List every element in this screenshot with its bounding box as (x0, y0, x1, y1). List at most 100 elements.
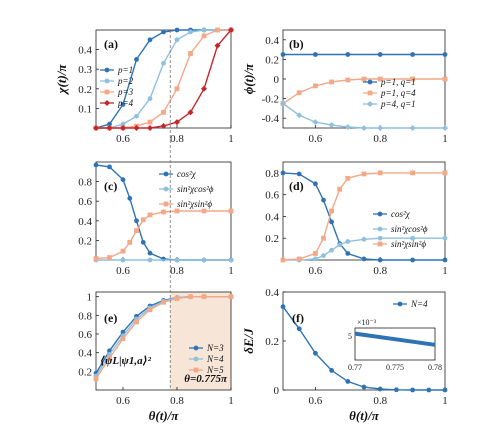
legend-label: p=3 (117, 87, 134, 97)
inset-x-tick-label: 0.77 (348, 363, 362, 372)
legend-marker (104, 89, 110, 95)
data-point (140, 217, 146, 223)
x-tick-label: 0.6 (309, 133, 323, 145)
legend-label: cos²χ (177, 169, 197, 179)
data-point (410, 235, 415, 241)
y-tick-label: 0.1 (78, 103, 92, 115)
legend-marker (163, 201, 169, 207)
data-point (120, 102, 126, 107)
legend-marker (193, 367, 199, 373)
y-tick-label: 0.6 (265, 190, 279, 202)
y-tick-label: 0.6 (78, 196, 92, 208)
data-point (174, 86, 180, 92)
x-tick-label: 1 (442, 395, 448, 407)
data-point (313, 350, 318, 356)
data-point (174, 257, 180, 263)
data-point (321, 235, 326, 241)
data-point (228, 257, 234, 263)
data-point (201, 33, 207, 39)
legend-label: N=5 (206, 365, 224, 375)
data-point (377, 386, 383, 392)
legend-marker (377, 226, 383, 232)
data-point (442, 170, 448, 176)
data-point (161, 299, 166, 305)
data-point (140, 239, 146, 245)
data-point (134, 57, 139, 62)
legend: cos²χ sin²χcos²ϕ sin²χsin²ϕ (159, 169, 214, 209)
y-tick-label: 0.4 (265, 287, 279, 299)
data-point (160, 123, 167, 130)
data-point (345, 239, 351, 244)
legend-label: sin²χcos²ϕ (177, 184, 214, 194)
data-point (201, 294, 207, 300)
inset-y-tick-label: 5 (348, 332, 352, 341)
legend-marker (367, 90, 373, 96)
data-point (174, 37, 180, 43)
legend-marker (397, 301, 403, 307)
data-point (147, 212, 153, 218)
legend-marker (104, 100, 110, 106)
data-point (201, 27, 207, 33)
legend-label: N=3 (206, 343, 224, 353)
data-point (345, 77, 351, 83)
y-tick-label: 0.4 (78, 348, 92, 360)
legend-marker (193, 345, 199, 351)
data-point (127, 195, 133, 201)
data-point (134, 319, 139, 325)
data-point (337, 186, 343, 192)
data-point (201, 85, 207, 92)
data-point (147, 257, 153, 263)
data-point (187, 109, 194, 116)
y-tick-label: 1 (87, 292, 93, 304)
data-point (329, 79, 334, 85)
x-tick-label: 1 (228, 265, 234, 277)
data-point (174, 119, 180, 126)
data-point (329, 219, 334, 225)
data-point (161, 209, 166, 215)
theta-annotation: θ=0.775π (184, 373, 228, 385)
data-point (409, 125, 416, 131)
data-point (313, 83, 318, 89)
x-tick-label: 0.6 (309, 395, 323, 407)
data-point (201, 257, 207, 263)
series-line (95, 296, 231, 380)
y-tick-label: 0.2 (265, 233, 279, 245)
legend-label: p=1, q=4 (380, 88, 416, 98)
legend-marker (367, 101, 373, 107)
x-tick-label: 0.8 (170, 265, 184, 277)
legend: cos²χ sin²χcos²ϕ sin²χsin²ϕ (373, 209, 428, 249)
y-tick-label: 0.4 (265, 211, 279, 223)
inset-series-line (354, 331, 436, 347)
data-point (321, 197, 326, 203)
data-point (296, 90, 302, 96)
y-axis-label: δE/J (241, 328, 256, 354)
data-point (147, 250, 153, 256)
in-plot-label: ⟨ψL|ψ1,a⟩² (100, 355, 152, 367)
data-point (215, 27, 220, 33)
data-point (93, 376, 99, 382)
legend-label: p=4 (117, 98, 134, 108)
inset: 0.77 0.775 0.78 5 ×10⁻³ (348, 318, 442, 372)
data-point (120, 248, 126, 254)
data-point (296, 171, 302, 177)
data-point (147, 96, 153, 101)
data-point (228, 294, 234, 300)
data-point (329, 368, 334, 373)
data-point (328, 122, 335, 129)
x-tick-label: 0.6 (116, 395, 130, 407)
data-point (107, 164, 112, 170)
data-point (134, 113, 139, 119)
data-point (344, 124, 351, 131)
legend-label: sin²χsin²ϕ (391, 239, 426, 249)
x-tick-label: 0.8 (373, 395, 387, 407)
data-point (161, 60, 166, 66)
data-point (188, 29, 193, 35)
panel-label: (a) (104, 37, 118, 51)
legend-label: sin²χsin²ϕ (177, 199, 212, 209)
y-tick-label: 0.8 (78, 310, 92, 322)
y-tick-label: 0.2 (265, 54, 279, 66)
data-point (345, 251, 351, 256)
legend-label: N=4 (410, 299, 428, 309)
legend-marker (377, 211, 383, 217)
data-point (410, 170, 415, 176)
